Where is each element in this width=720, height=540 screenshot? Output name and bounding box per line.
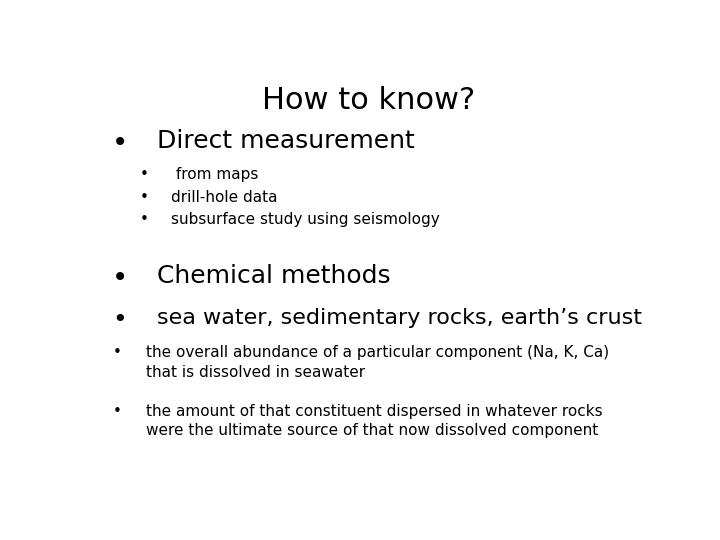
Text: •: • <box>140 190 149 205</box>
Text: subsurface study using seismology: subsurface study using seismology <box>171 212 440 227</box>
Text: How to know?: How to know? <box>262 85 476 114</box>
Text: Chemical methods: Chemical methods <box>157 265 390 288</box>
Text: •: • <box>112 308 127 332</box>
Text: sea water, sedimentary rocks, earth’s crust: sea water, sedimentary rocks, earth’s cr… <box>157 308 642 328</box>
Text: •: • <box>112 404 121 418</box>
Text: the overall abundance of a particular component (Na, K, Ca)
that is dissolved in: the overall abundance of a particular co… <box>145 346 609 380</box>
Text: •: • <box>112 265 129 292</box>
Text: •: • <box>140 167 149 181</box>
Text: •: • <box>112 346 121 361</box>
Text: from maps: from maps <box>171 167 258 181</box>
Text: •: • <box>140 212 149 227</box>
Text: Direct measurement: Direct measurement <box>157 129 415 153</box>
Text: drill-hole data: drill-hole data <box>171 190 277 205</box>
Text: the amount of that constituent dispersed in whatever rocks
were the ultimate sou: the amount of that constituent dispersed… <box>145 404 603 438</box>
Text: •: • <box>112 129 129 157</box>
